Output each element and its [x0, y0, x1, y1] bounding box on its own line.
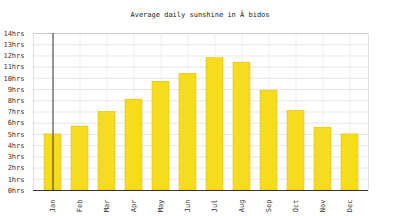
svg-text:Jul: Jul [211, 200, 219, 213]
svg-text:9hrs: 9hrs [8, 86, 25, 94]
svg-text:14hrs: 14hrs [3, 30, 24, 38]
svg-text:8hrs: 8hrs [8, 97, 25, 105]
svg-text:4hrs: 4hrs [8, 142, 25, 150]
svg-text:13hrs: 13hrs [3, 41, 24, 49]
svg-text:5hrs: 5hrs [8, 131, 25, 139]
svg-text:10hrs: 10hrs [3, 75, 24, 83]
svg-text:0hrs: 0hrs [8, 187, 25, 195]
svg-text:7hrs: 7hrs [8, 108, 25, 116]
svg-text:3hrs: 3hrs [8, 153, 25, 161]
svg-text:Aug: Aug [238, 200, 246, 213]
svg-text:May: May [157, 200, 165, 213]
svg-text:Dec: Dec [346, 200, 354, 213]
svg-text:Mar: Mar [103, 200, 111, 213]
svg-text:Jun: Jun [184, 200, 192, 213]
svg-text:2hrs: 2hrs [8, 164, 25, 172]
svg-text:Feb: Feb [76, 200, 84, 213]
svg-text:6hrs: 6hrs [8, 119, 25, 127]
svg-text:1hrs: 1hrs [8, 176, 25, 184]
svg-text:Oct: Oct [292, 200, 300, 213]
svg-text:Sep: Sep [265, 200, 273, 213]
svg-text:Nov: Nov [319, 200, 327, 213]
svg-text:12hrs: 12hrs [3, 52, 24, 60]
html-text:Average daily sunshine in Ã bi: Average daily sunshine in Ã bidos [130, 11, 270, 19]
svg-text:Jan: Jan [49, 200, 57, 213]
svg-text:Apr: Apr [130, 200, 138, 213]
svg-text:11hrs: 11hrs [3, 63, 24, 71]
